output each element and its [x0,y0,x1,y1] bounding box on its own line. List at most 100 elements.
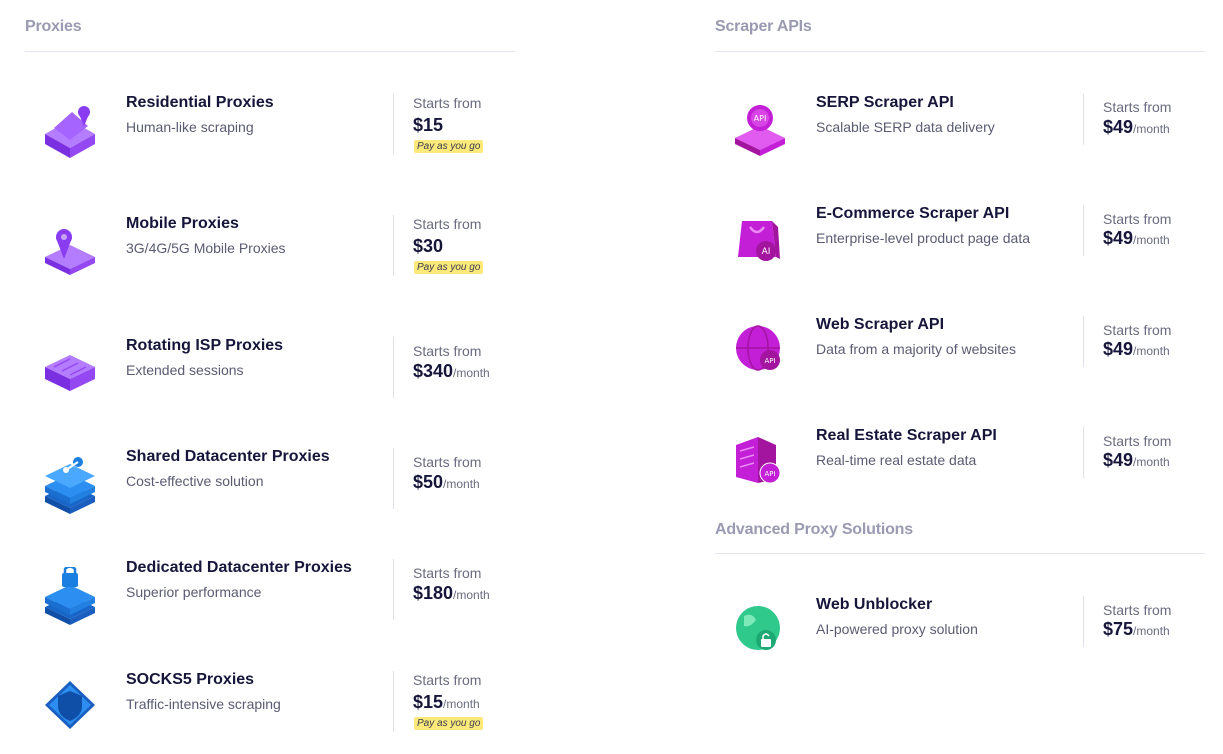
starts-from-label: Starts from [413,95,482,111]
pay-as-you-go-badge: Pay as you go [414,717,484,730]
proxy-item-shared-datacenter[interactable]: Shared Datacenter Proxies Cost-effective… [25,448,515,528]
proxies-heading: Proxies [25,18,82,35]
price: $15/month [413,692,480,713]
price-amount: $50 [413,472,444,492]
item-divider [1083,316,1084,367]
price-period: /month [1133,455,1170,469]
api-item-real-estate[interactable]: API Real Estate Scraper API Real-time re… [715,427,1205,507]
item-divider [1083,94,1084,145]
item-name: SOCKS5 Proxies [126,671,255,688]
ecommerce-icon-text: AI [762,247,771,257]
item-name: Web Unblocker [816,596,933,613]
pay-as-you-go-badge: Pay as you go [414,140,484,153]
item-name: E-Commerce Scraper API [816,205,1010,222]
socks5-shield-icon [40,679,100,739]
starts-from-label: Starts from [1103,433,1172,449]
item-divider [393,215,394,276]
item-divider [393,337,394,398]
price: $30 [413,236,443,257]
item-name: Rotating ISP Proxies [126,337,284,354]
price: $49/month [1103,339,1170,360]
item-name: Shared Datacenter Proxies [126,448,330,465]
proxy-item-rotating-isp[interactable]: Rotating ISP Proxies Extended sessions S… [25,337,515,417]
proxies-divider [25,51,515,52]
advanced-item-web-unblocker[interactable]: Web Unblocker AI-powered proxy solution … [715,596,1205,676]
advanced-divider [715,553,1205,554]
proxies-section: Proxies [25,0,515,52]
item-divider [393,448,394,509]
pay-as-you-go-badge: Pay as you go [414,261,484,274]
web-icon-text: API [764,357,775,365]
price-amount: $49 [1103,339,1134,359]
api-item-serp[interactable]: API SERP Scraper API Scalable SERP data … [715,94,1205,174]
proxy-item-socks5[interactable]: SOCKS5 Proxies Traffic-intensive scrapin… [25,671,515,751]
price-period: /month [1133,122,1170,136]
price-amount: $15 [413,692,444,712]
item-divider [393,671,394,732]
scraper-apis-divider [715,51,1205,52]
price-amount: $340 [413,361,454,381]
price-period: /month [1133,233,1170,247]
item-name: Residential Proxies [126,94,274,111]
item-desc: Enterprise-level product page data [816,230,1031,246]
price-amount: $75 [1103,619,1134,639]
web-api-globe-icon: API [730,324,790,384]
item-desc: Real-time real estate data [816,452,977,468]
serp-api-icon: API [730,102,790,162]
starts-from-label: Starts from [413,454,482,470]
starts-from-label: Starts from [1103,322,1172,338]
price: $50/month [413,472,480,493]
price: $75/month [1103,619,1170,640]
price-period: /month [1133,344,1170,358]
real-estate-icon-text: API [764,470,775,478]
item-desc: Data from a majority of websites [816,341,1016,357]
starts-from-label: Starts from [413,565,482,581]
api-item-ecommerce[interactable]: AI E-Commerce Scraper API Enterprise-lev… [715,205,1205,285]
price-amount: $49 [1103,117,1134,137]
starts-from-label: Starts from [1103,602,1172,618]
price: $49/month [1103,117,1170,138]
scraper-apis-section: Scraper APIs [715,0,1205,52]
item-desc: 3G/4G/5G Mobile Proxies [126,240,286,256]
item-divider [1083,427,1084,478]
proxy-item-dedicated-datacenter[interactable]: Dedicated Datacenter Proxies Superior pe… [25,559,515,639]
price: $340/month [413,361,490,382]
price-amount: $49 [1103,228,1134,248]
item-desc: Cost-effective solution [126,473,264,489]
price: $49/month [1103,450,1170,471]
item-divider [1083,596,1084,647]
serp-icon-text: API [754,114,767,123]
shared-datacenter-icon [40,456,100,516]
price: $49/month [1103,228,1170,249]
item-desc: Extended sessions [126,362,244,378]
starts-from-label: Starts from [413,343,482,359]
price-period: /month [443,697,480,711]
price-amount: $180 [413,583,454,603]
advanced-heading: Advanced Proxy Solutions [715,521,913,538]
price-amount: $15 [413,115,444,135]
item-desc: Scalable SERP data delivery [816,119,995,135]
item-name: Real Estate Scraper API [816,427,997,444]
price-period: /month [1133,624,1170,638]
item-name: SERP Scraper API [816,94,954,111]
price-period: /month [453,366,490,380]
item-desc: AI-powered proxy solution [816,621,978,637]
item-desc: Superior performance [126,584,262,600]
starts-from-label: Starts from [1103,211,1172,227]
ecommerce-api-icon: AI [730,213,790,273]
proxy-item-mobile[interactable]: Mobile Proxies 3G/4G/5G Mobile Proxies S… [25,215,515,295]
item-desc: Human-like scraping [126,119,254,135]
item-name: Dedicated Datacenter Proxies [126,559,352,576]
dedicated-datacenter-icon [40,567,100,627]
advanced-section: Advanced Proxy Solutions [715,503,1205,554]
price-amount: $30 [413,236,444,256]
api-item-web-scraper[interactable]: API Web Scraper API Data from a majority… [715,316,1205,396]
item-divider [393,94,394,155]
web-unblocker-globe-icon [730,604,790,664]
item-divider [1083,205,1084,256]
proxy-item-residential[interactable]: Residential Proxies Human-like scraping … [25,94,515,174]
starts-from-label: Starts from [413,216,482,232]
residential-proxy-icon [40,102,100,162]
item-name: Mobile Proxies [126,215,239,232]
price-amount: $49 [1103,450,1134,470]
